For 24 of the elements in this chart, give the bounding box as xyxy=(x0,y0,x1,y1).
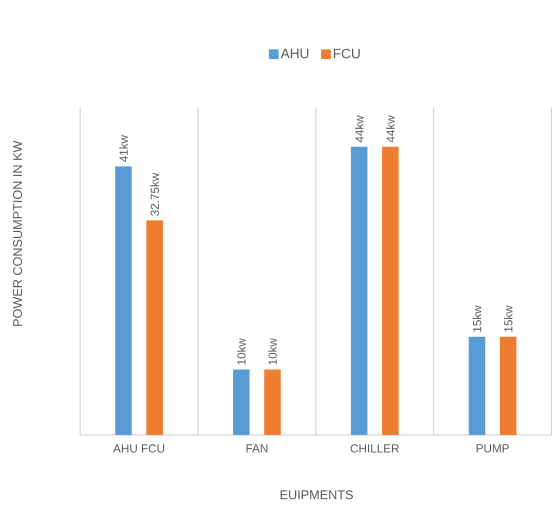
data-label: 44kw xyxy=(386,115,395,142)
data-label: 32.75kw xyxy=(150,172,159,216)
data-label: 15kw xyxy=(472,305,482,332)
legend-label: AHU xyxy=(280,48,308,58)
data-label: 15kw xyxy=(504,305,512,332)
x-tick-label: FAN xyxy=(246,444,268,452)
bar xyxy=(115,166,132,435)
legend-label: FCU xyxy=(334,48,360,58)
y-axis-title: POWER CONSUMPTION IN KW xyxy=(13,140,22,326)
bar xyxy=(500,336,516,435)
data-label: 10kw xyxy=(237,338,246,364)
x-tick-label: CHILLER xyxy=(350,444,399,452)
x-axis-title: EUIPMENTS xyxy=(280,490,353,500)
bar xyxy=(350,146,368,435)
x-tick-label: PUMP xyxy=(476,444,509,452)
data-label: 10kw xyxy=(268,338,277,364)
data-label: 44kw xyxy=(354,115,364,142)
bar xyxy=(264,369,281,435)
data-label: 41kw xyxy=(119,134,128,162)
bar xyxy=(146,220,163,435)
bar xyxy=(382,146,399,435)
bar xyxy=(468,336,486,435)
bar xyxy=(233,369,250,435)
x-tick-label: AHU FCU xyxy=(113,444,164,452)
